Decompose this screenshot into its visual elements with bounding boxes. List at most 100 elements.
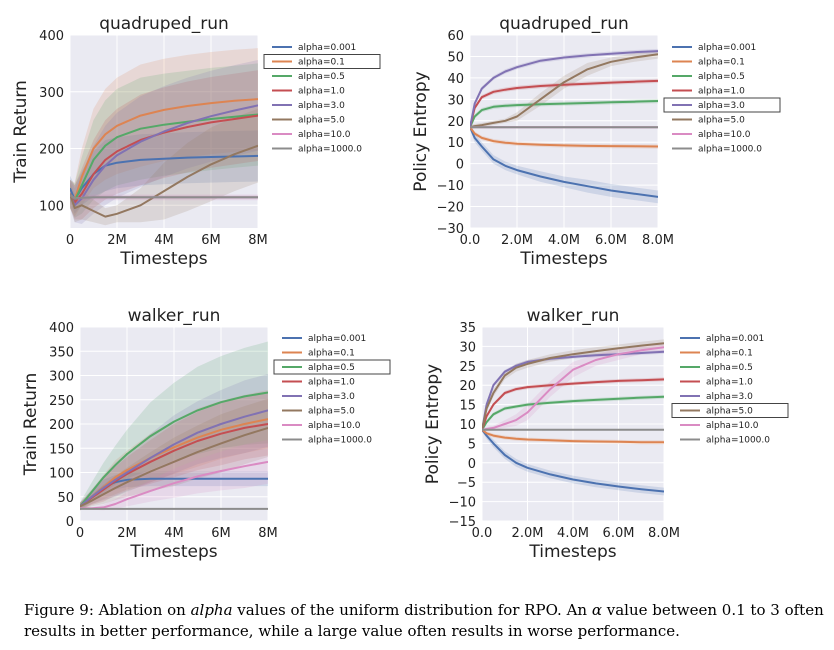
y-tick-label: −5 <box>457 476 476 491</box>
y-axis-label: Policy Entropy <box>411 71 431 191</box>
series-band-6 <box>470 50 658 130</box>
series-line-7 <box>80 460 268 510</box>
series-line-5 <box>70 104 258 207</box>
legend-label-4: alpha=1.0 <box>706 378 753 388</box>
legend-highlight-box <box>273 359 391 375</box>
series-line-1 <box>482 429 664 493</box>
x-tick-label: 4M <box>154 233 174 248</box>
legend-highlight-box <box>263 54 381 69</box>
chart-panel-4: 0.0 2.0M 4.0M 6.0M 8.0M −15 −10 −5 0 5 10 15 20 25 30 3… <box>423 306 789 562</box>
y-tick-label: 20 <box>459 379 476 394</box>
series-band-5 <box>70 60 258 224</box>
series-band-3 <box>80 341 268 511</box>
legend-label-1: alpha=0.001 <box>706 334 764 344</box>
legend-label-7: alpha=10.0 <box>698 130 751 140</box>
y-tick-label: 350 <box>49 345 74 360</box>
x-axis-label: Timesteps <box>519 249 607 269</box>
y-tick-label: 30 <box>459 340 476 355</box>
legend-label-5: alpha=3.0 <box>706 392 753 402</box>
caption-var-alpha: alpha <box>190 601 233 619</box>
series-band-6 <box>70 108 258 226</box>
chart-panel-3: 0 2M 4M 6M 8M 0 50 100 150 200 250 300 350 400 walker_… <box>21 306 391 562</box>
x-tick-label: 6.0M <box>595 233 627 248</box>
x-tick-label: 8M <box>258 526 278 541</box>
series-band-1 <box>80 471 268 509</box>
y-tick-label: 250 <box>49 394 74 409</box>
caption-text-4: to <box>745 601 771 619</box>
caption-text-5: often results in better performance, whi… <box>24 601 824 640</box>
x-tick-label: 2.0M <box>501 233 533 248</box>
legend-label-7: alpha=10.0 <box>308 421 361 431</box>
y-tick-label: 25 <box>459 360 476 375</box>
series-line-3 <box>470 100 658 128</box>
caption-label: Figure 9: <box>24 601 94 619</box>
caption-text-2: values of the uniform distribution for R… <box>232 601 592 619</box>
series-line-5 <box>80 409 268 508</box>
y-tick-label: 200 <box>39 143 64 158</box>
caption-value-high: 3 <box>770 601 780 619</box>
series-line-3 <box>80 391 268 508</box>
series-line-8 <box>70 194 258 200</box>
chart-title: quadruped_run <box>499 14 629 34</box>
legend-label-3: alpha=0.5 <box>698 72 745 82</box>
legend-label-1: alpha=0.001 <box>698 43 756 53</box>
chart-title: walker_run <box>128 306 221 326</box>
caption-text-1: Ablation on <box>93 601 191 619</box>
y-tick-label: 20 <box>447 115 464 130</box>
series-line-2 <box>70 98 258 201</box>
x-tick-label: 6M <box>211 526 231 541</box>
x-tick-label: 0 <box>76 526 84 541</box>
legend-label-2: alpha=0.1 <box>706 349 753 359</box>
x-tick-label: 2.0M <box>512 526 544 541</box>
legend-highlight-box <box>671 403 789 418</box>
x-tick-label: 2M <box>107 233 127 248</box>
series-line-1 <box>470 126 658 198</box>
series-line-4 <box>70 114 258 204</box>
legend-label-3: alpha=0.5 <box>298 72 345 82</box>
legend-label-7: alpha=10.0 <box>298 130 351 140</box>
series-band-3 <box>470 98 658 130</box>
x-tick-label: 8.0M <box>648 526 680 541</box>
y-tick-label: 400 <box>49 321 74 336</box>
x-tick-label: 6M <box>201 233 221 248</box>
y-tick-label: 15 <box>459 399 476 414</box>
x-tick-label: 4.0M <box>548 233 580 248</box>
legend-label-4: alpha=1.0 <box>298 87 345 97</box>
caption-symbol-alpha: α <box>591 601 602 619</box>
y-tick-label: 50 <box>447 50 464 65</box>
x-tick-label: 2M <box>117 526 137 541</box>
series-line-3 <box>482 395 664 431</box>
series-band-7 <box>80 440 268 511</box>
y-tick-label: 40 <box>447 72 464 87</box>
legend: alpha=0.001 alpha=0.1 alpha=0.5 alpha=1.0 al… <box>263 43 381 155</box>
series-line-3 <box>70 113 258 202</box>
series-line-4 <box>80 423 268 508</box>
x-tick-label: 8.0M <box>642 233 674 248</box>
series-line-2 <box>470 126 658 148</box>
x-axis-label: Timesteps <box>528 542 616 562</box>
legend: alpha=0.001 alpha=0.1 alpha=0.5 alpha=1.0 al… <box>273 334 391 446</box>
legend-label-8: alpha=1000.0 <box>698 145 762 155</box>
y-tick-label: 200 <box>49 418 74 433</box>
y-tick-label: 0 <box>456 158 464 173</box>
series-band-5 <box>470 48 658 130</box>
y-axis-label: Train Return <box>21 373 41 477</box>
x-axis-label: Timesteps <box>129 542 217 562</box>
y-tick-label: 10 <box>447 136 464 151</box>
legend-label-8: alpha=1000.0 <box>308 436 372 446</box>
legend-label-8: alpha=1000.0 <box>706 436 770 446</box>
y-tick-label: −10 <box>437 179 464 194</box>
legend: alpha=0.001 alpha=0.1 alpha=0.5 alpha=1.0 al… <box>671 334 789 446</box>
y-tick-label: 300 <box>49 370 74 385</box>
series-band-7 <box>482 343 664 432</box>
x-tick-label: 0.0 <box>472 526 493 541</box>
y-tick-label: 100 <box>49 467 74 482</box>
legend-label-6: alpha=5.0 <box>706 407 753 417</box>
series-band-1 <box>482 427 664 496</box>
legend-label-3: alpha=0.5 <box>706 363 753 373</box>
legend-label-1: alpha=0.001 <box>308 334 366 344</box>
legend-label-7: alpha=10.0 <box>706 421 759 431</box>
series-line-6 <box>482 342 664 431</box>
legend-label-4: alpha=1.0 <box>698 87 745 97</box>
series-layer <box>470 48 658 204</box>
